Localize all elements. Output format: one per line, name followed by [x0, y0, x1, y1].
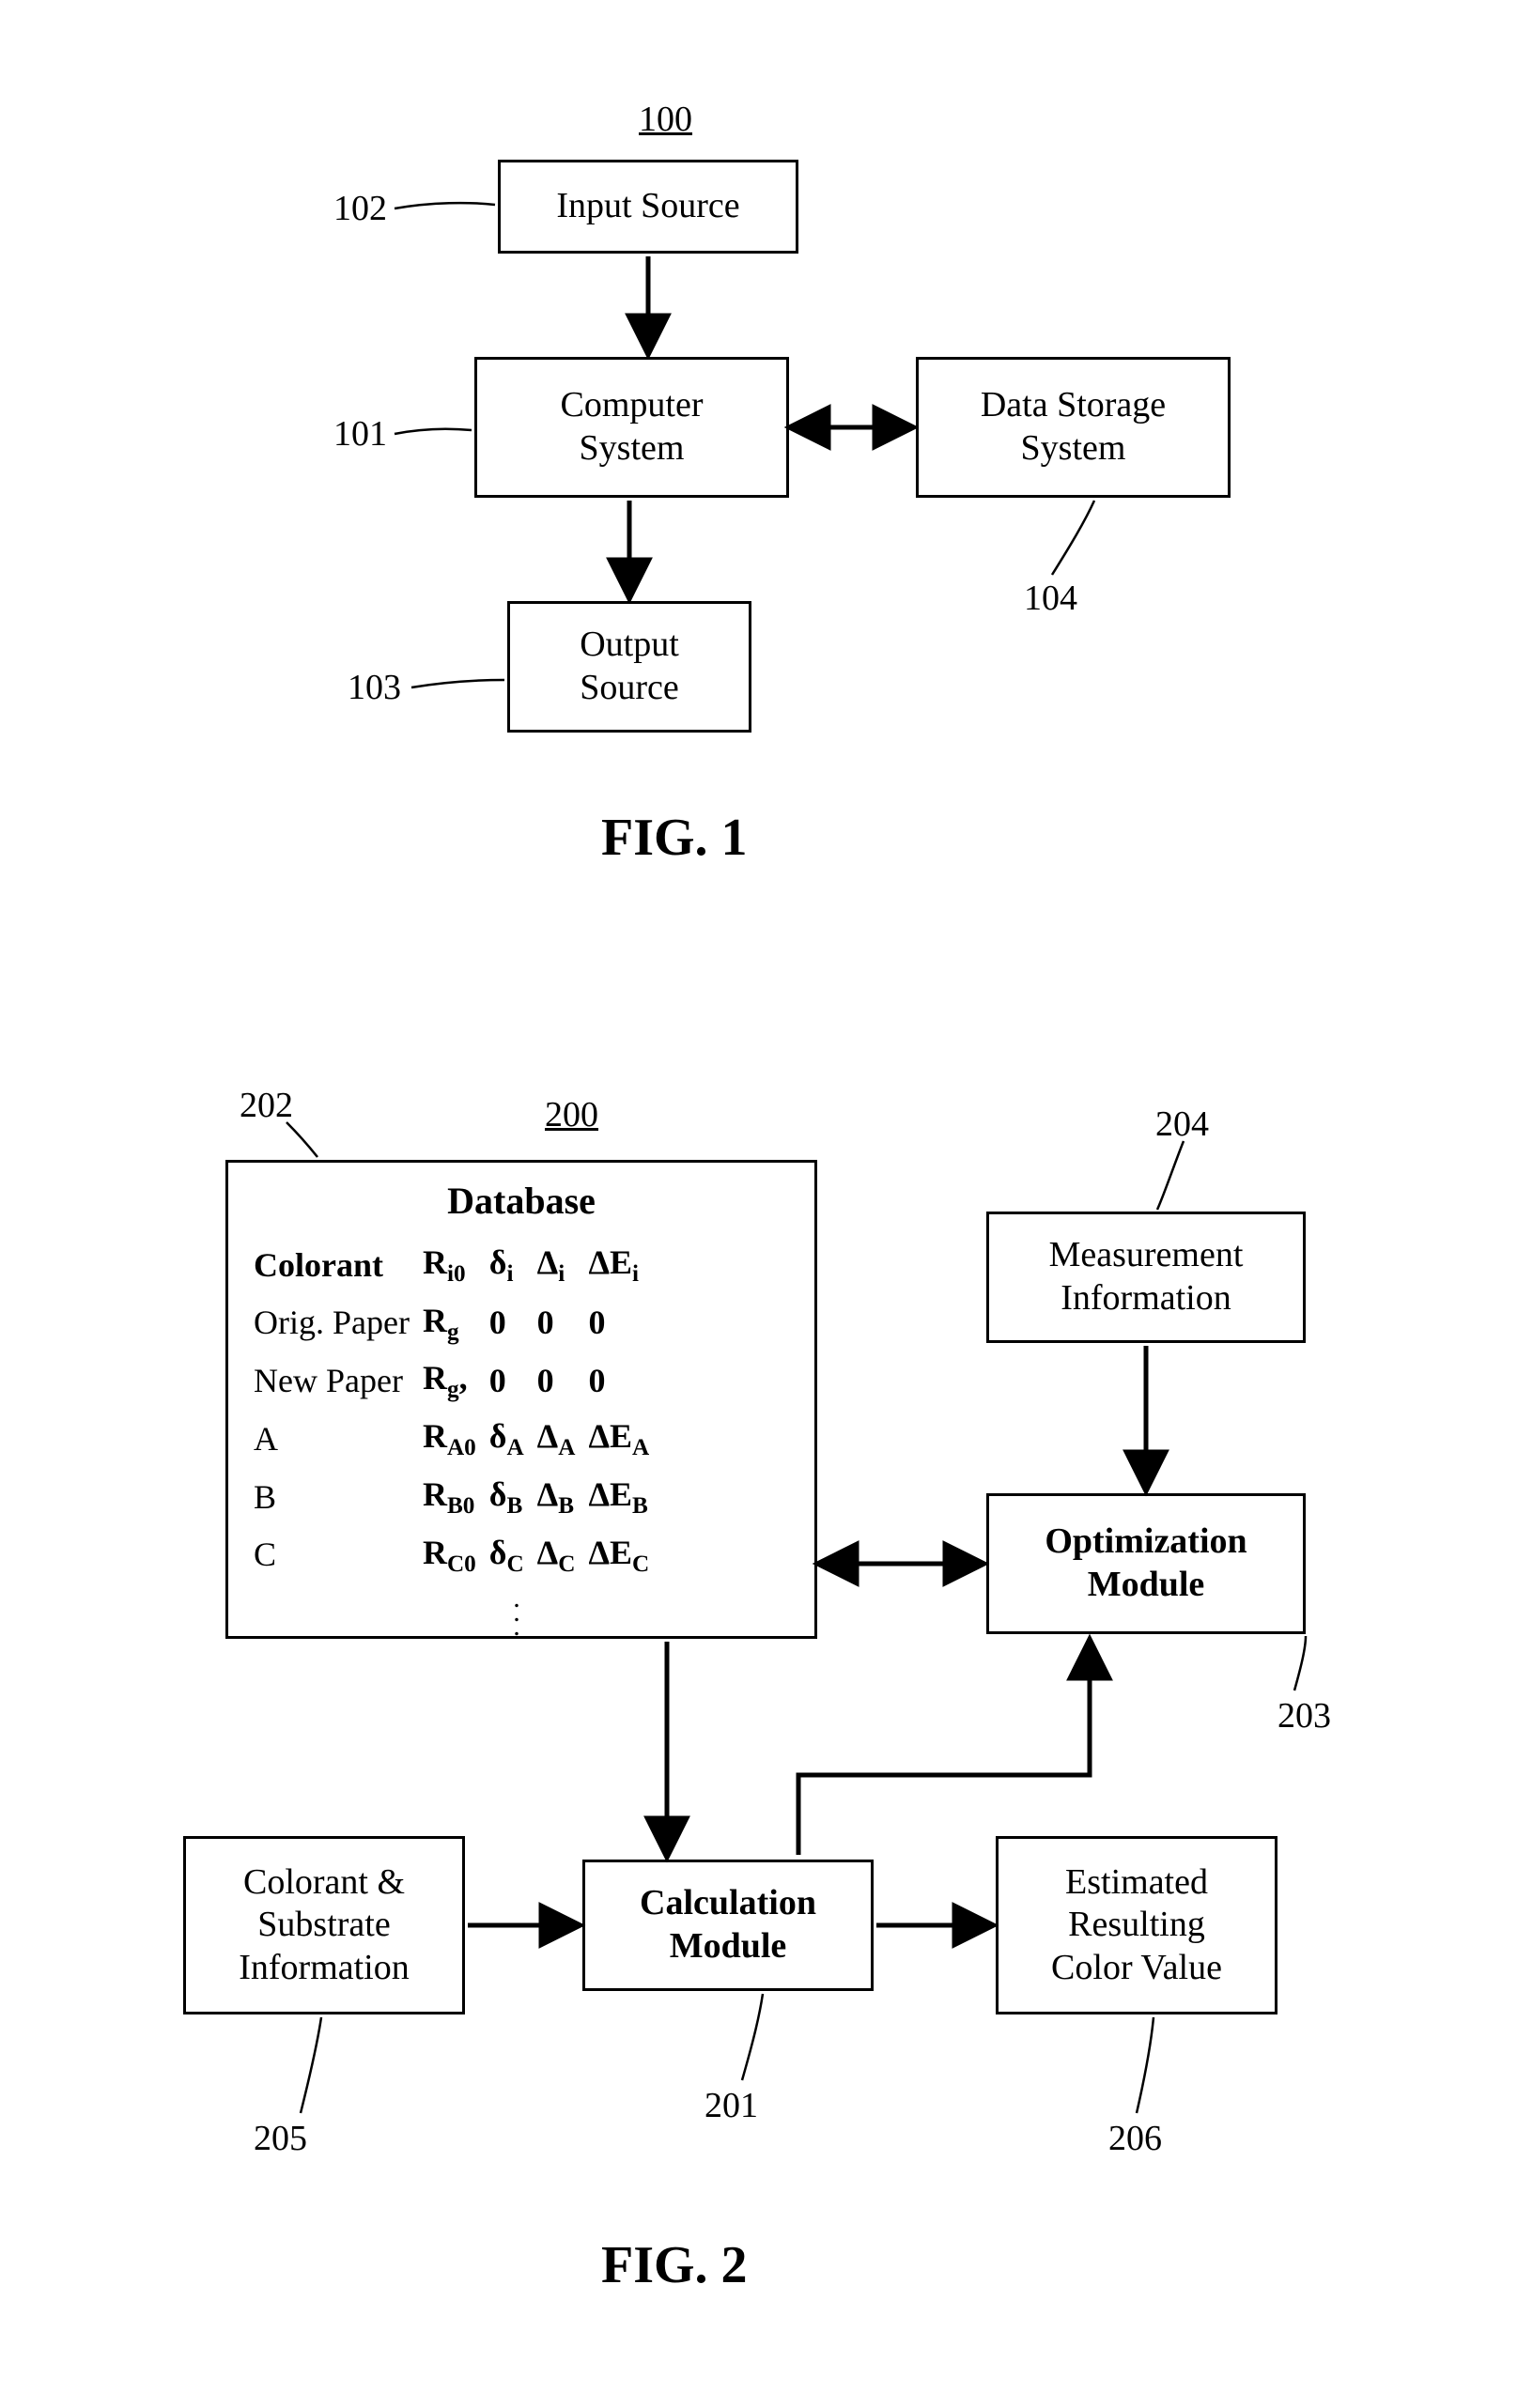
fig1-computer-system-label: ComputerSystem	[551, 378, 713, 475]
table-row: B RB0 δB ΔB ΔEB	[254, 1468, 662, 1526]
fig2-num-203: 203	[1278, 1695, 1331, 1737]
fig1-computer-system: ComputerSystem	[474, 357, 789, 498]
table-row: New Paper Rg, 000	[254, 1351, 662, 1410]
fig2-optimization-module: OptimizationModule	[986, 1493, 1306, 1634]
fig2-calculation-module: CalculationModule	[582, 1860, 874, 1991]
fig2-measurement-label: MeasurementInformation	[1040, 1228, 1253, 1325]
fig2-optimization-label: OptimizationModule	[1035, 1515, 1256, 1612]
fig1-output-source-label: OutputSource	[570, 618, 689, 715]
fig2-colorant-substrate: Colorant &SubstrateInformation	[183, 1836, 465, 2014]
fig1-num-102: 102	[333, 188, 387, 229]
fig2-estimated-label: EstimatedResultingColor Value	[1042, 1856, 1231, 1996]
th-deltai: δi	[489, 1236, 537, 1294]
vdots-icon: ...	[498, 1583, 535, 1633]
fig2-database-table: Colorant Ri0 δi Δi ΔEi Orig. Paper Rg 00…	[254, 1236, 662, 1583]
fig2-num-204: 204	[1155, 1104, 1209, 1145]
fig2-database-title: Database	[254, 1174, 789, 1228]
fig2-colorant-label: Colorant &SubstrateInformation	[229, 1856, 419, 1996]
fig1-ref: 100	[639, 99, 692, 140]
table-row: A RA0 δA ΔA ΔEA	[254, 1410, 662, 1468]
th-ri0: Ri0	[423, 1236, 489, 1294]
page: 100 Input Source ComputerSystem Data Sto…	[0, 0, 1533, 2408]
fig1-output-source: OutputSource	[507, 601, 751, 733]
fig2-num-206: 206	[1108, 2118, 1162, 2159]
fig2-num-205: 205	[254, 2118, 307, 2159]
fig1-input-source-label: Input Source	[547, 179, 749, 234]
fig1-data-storage-label: Data StorageSystem	[971, 378, 1175, 475]
fig2-num-202: 202	[240, 1085, 293, 1126]
table-header-row: Colorant Ri0 δi Δi ΔEi	[254, 1236, 662, 1294]
table-row: Orig. Paper Rg 000	[254, 1294, 662, 1352]
fig1-title: FIG. 1	[601, 808, 748, 868]
fig2-estimated-value: EstimatedResultingColor Value	[996, 1836, 1278, 2014]
th-colorant: Colorant	[254, 1236, 423, 1294]
table-row: C RC0 δC ΔC ΔEC	[254, 1526, 662, 1584]
fig1-input-source: Input Source	[498, 160, 798, 254]
fig2-database-content: Database Colorant Ri0 δi Δi ΔEi Orig. Pa…	[254, 1174, 789, 1633]
fig2-title: FIG. 2	[601, 2235, 748, 2295]
fig2-num-201: 201	[705, 2085, 758, 2126]
th-Deltai: Δi	[537, 1236, 589, 1294]
fig2-measurement-info: MeasurementInformation	[986, 1212, 1306, 1343]
fig1-num-101: 101	[333, 413, 387, 455]
fig1-num-104: 104	[1024, 578, 1077, 619]
fig2-ref: 200	[545, 1094, 598, 1135]
th-dEi: ΔEi	[588, 1236, 662, 1294]
fig1-data-storage: Data StorageSystem	[916, 357, 1231, 498]
fig2-calculation-label: CalculationModule	[630, 1876, 826, 1973]
fig1-num-103: 103	[348, 667, 401, 708]
